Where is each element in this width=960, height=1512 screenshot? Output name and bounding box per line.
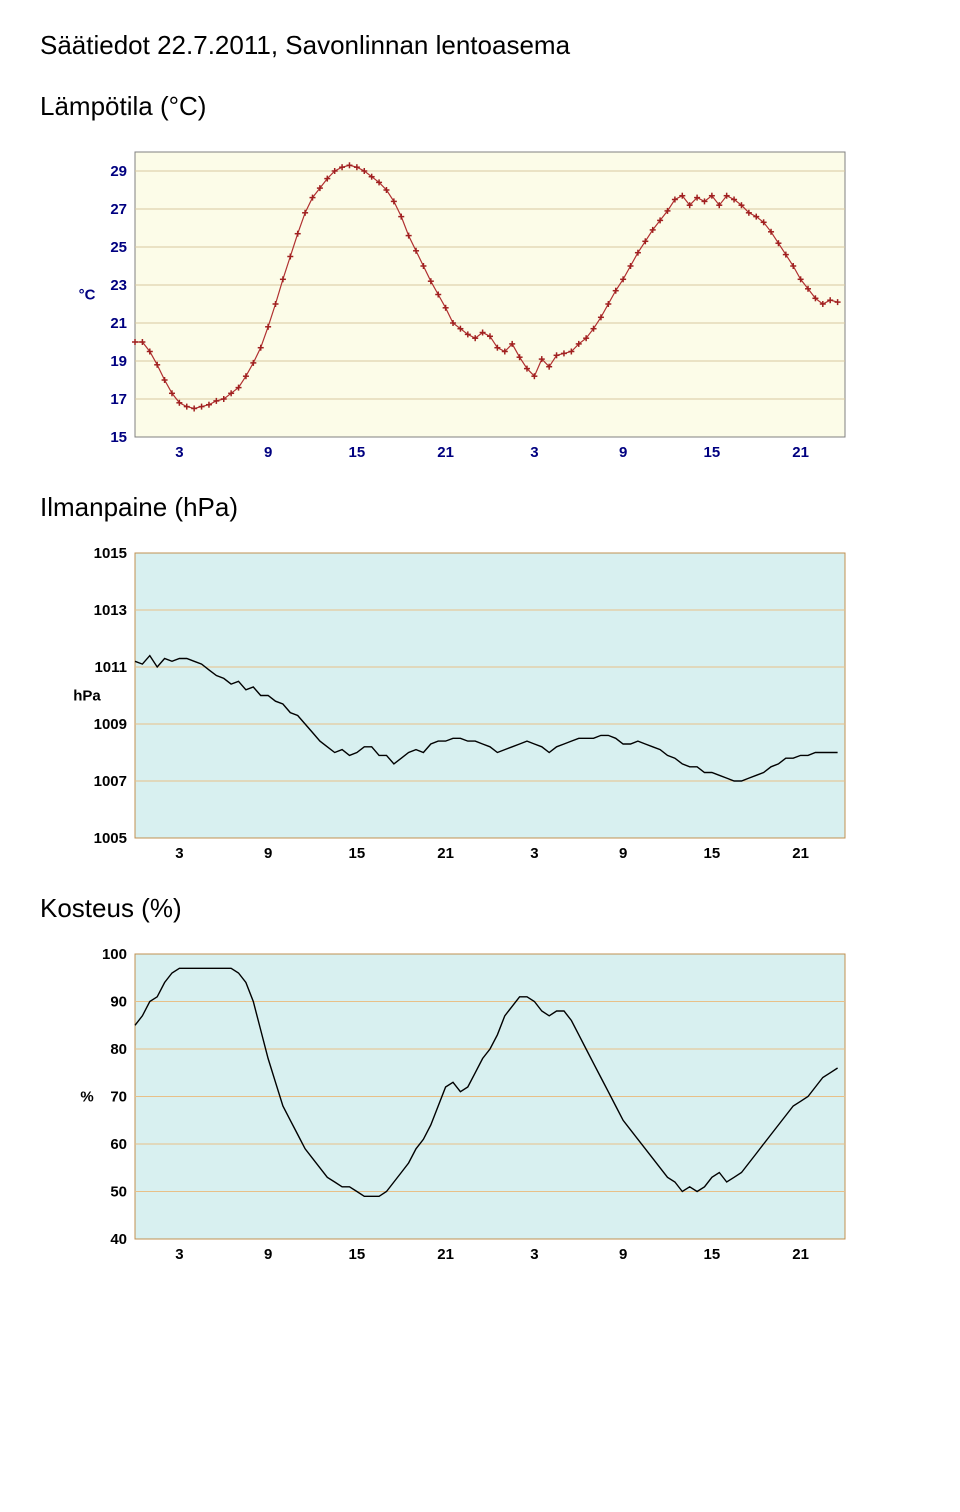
svg-text:15: 15 (110, 429, 127, 446)
svg-text:1009: 1009 (94, 716, 127, 733)
svg-text:9: 9 (264, 1246, 272, 1263)
svg-text:1015: 1015 (94, 545, 127, 562)
svg-text:hPa: hPa (73, 688, 101, 705)
page-title: Säätiedot 22.7.2011, Savonlinnan lentoas… (40, 30, 920, 61)
svg-text:70: 70 (110, 1089, 127, 1106)
svg-text:15: 15 (704, 444, 721, 461)
svg-text:3: 3 (175, 1246, 183, 1263)
svg-text:23: 23 (110, 277, 127, 294)
svg-text:90: 90 (110, 994, 127, 1011)
svg-text:21: 21 (110, 315, 127, 332)
svg-text:%: % (80, 1089, 93, 1106)
svg-text:9: 9 (264, 444, 272, 461)
svg-text:27: 27 (110, 201, 127, 218)
humidity-section-title: Kosteus (%) (40, 893, 920, 924)
svg-text:17: 17 (110, 391, 127, 408)
svg-text:3: 3 (175, 845, 183, 862)
svg-text:°C: °C (79, 287, 96, 304)
svg-text:40: 40 (110, 1231, 127, 1248)
pressure-chart: 1005 1007 1009 1011 1013 1015 3 9 15 21 3 9 15 21 hPa (40, 538, 920, 868)
svg-text:100: 100 (102, 946, 127, 963)
svg-text:3: 3 (530, 444, 538, 461)
svg-text:50: 50 (110, 1184, 127, 1201)
svg-text:15: 15 (349, 1246, 366, 1263)
svg-text:3: 3 (530, 845, 538, 862)
humidity-chart: 40 50 60 70 80 90 100 3 9 15 21 3 9 15 21% (40, 939, 920, 1269)
svg-text:1007: 1007 (94, 773, 127, 790)
temperature-chart: 15 17 19 21 23 25 27 29 3 9 15 21 3 9 15 21 °C (40, 137, 920, 467)
svg-text:1005: 1005 (94, 830, 127, 847)
svg-text:21: 21 (792, 1246, 809, 1263)
svg-text:9: 9 (619, 444, 627, 461)
svg-text:19: 19 (110, 353, 127, 370)
svg-text:9: 9 (619, 1246, 627, 1263)
svg-text:25: 25 (110, 239, 127, 256)
svg-text:15: 15 (704, 1246, 721, 1263)
temperature-section-title: Lämpötila (°C) (40, 91, 920, 122)
svg-text:21: 21 (792, 444, 809, 461)
pressure-section-title: Ilmanpaine (hPa) (40, 492, 920, 523)
svg-text:15: 15 (704, 845, 721, 862)
svg-text:21: 21 (437, 444, 454, 461)
svg-text:60: 60 (110, 1136, 127, 1153)
svg-text:21: 21 (437, 845, 454, 862)
svg-text:15: 15 (349, 845, 366, 862)
svg-text:9: 9 (619, 845, 627, 862)
svg-text:29: 29 (110, 163, 127, 180)
svg-text:3: 3 (530, 1246, 538, 1263)
svg-text:9: 9 (264, 845, 272, 862)
svg-text:1011: 1011 (94, 659, 127, 676)
svg-text:15: 15 (349, 444, 366, 461)
svg-text:3: 3 (175, 444, 183, 461)
svg-text:21: 21 (437, 1246, 454, 1263)
svg-text:80: 80 (110, 1041, 127, 1058)
svg-text:1013: 1013 (94, 602, 127, 619)
svg-text:21: 21 (792, 845, 809, 862)
